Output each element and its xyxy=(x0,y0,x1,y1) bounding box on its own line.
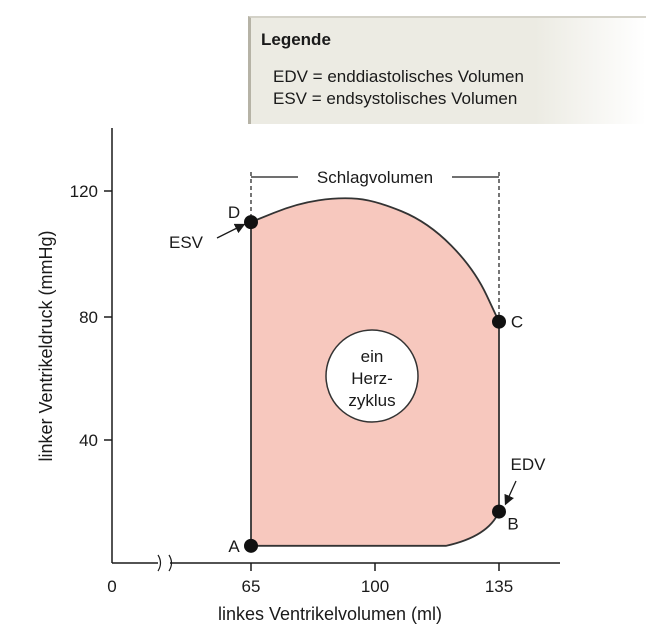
edv-arrow xyxy=(504,480,517,506)
point-b xyxy=(492,504,506,519)
axis-break-mark-1 xyxy=(157,554,162,572)
heart-cycle-label-line2: Herz- xyxy=(351,369,393,388)
y-tick-label-80: 80 xyxy=(79,308,98,327)
legend-title: Legende xyxy=(261,30,331,49)
point-label-b: B xyxy=(507,515,518,534)
x-axis-label: linkes Ventrikelvolumen (ml) xyxy=(218,604,442,624)
point-c xyxy=(492,314,506,329)
heart-cycle-label-line1: ein xyxy=(361,347,384,366)
point-d xyxy=(244,215,258,230)
point-label-d: D xyxy=(228,203,240,222)
edv-label: EDV xyxy=(511,455,547,474)
point-a xyxy=(244,538,258,553)
heart-cycle-circle xyxy=(325,329,419,423)
legend-box: Legende EDV = enddiastolisches Volumen E… xyxy=(248,16,646,124)
y-axis-label: linker Ventrikeldruck (mmHg) xyxy=(36,230,56,461)
legend-entry-edv: EDV = enddiastolisches Volumen xyxy=(273,67,524,86)
heart-cycle-label-line3: zyklus xyxy=(348,391,395,410)
esv-arrow xyxy=(216,223,246,239)
loop-points: A B C D xyxy=(228,203,523,556)
stroke-volume-label: Schlagvolumen xyxy=(317,168,433,187)
y-tick-label-120: 120 xyxy=(70,182,98,201)
x-tick-label-65: 65 xyxy=(242,577,261,596)
x-tick-label-135: 135 xyxy=(485,577,513,596)
x-tick-label-100: 100 xyxy=(361,577,389,596)
point-label-c: C xyxy=(511,313,523,332)
x-tick-label-0: 0 xyxy=(107,577,116,596)
y-tick-label-40: 40 xyxy=(79,431,98,450)
legend-entry-esv: ESV = endsystolisches Volumen xyxy=(273,89,518,108)
esv-label: ESV xyxy=(169,233,204,252)
point-label-a: A xyxy=(228,537,240,556)
axis-break-mark-2 xyxy=(168,554,173,572)
